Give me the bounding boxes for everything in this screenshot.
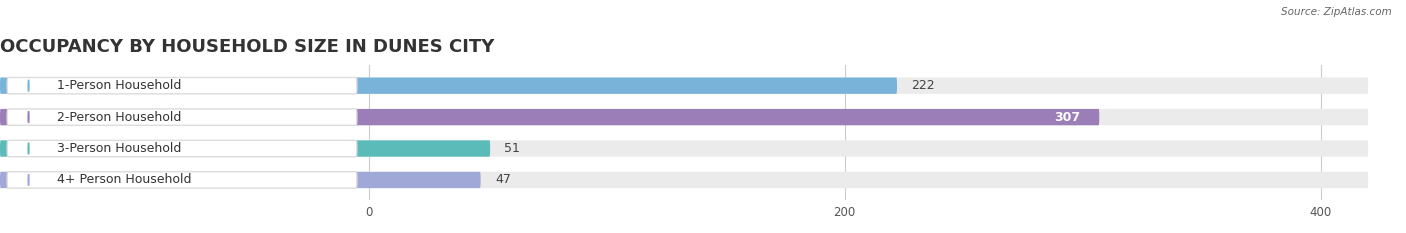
Text: 4+ Person Household: 4+ Person Household bbox=[58, 173, 191, 186]
FancyBboxPatch shape bbox=[7, 140, 357, 157]
FancyBboxPatch shape bbox=[0, 172, 481, 188]
Text: 2-Person Household: 2-Person Household bbox=[58, 111, 181, 123]
Text: 47: 47 bbox=[495, 173, 510, 186]
Text: OCCUPANCY BY HOUSEHOLD SIZE IN DUNES CITY: OCCUPANCY BY HOUSEHOLD SIZE IN DUNES CIT… bbox=[0, 38, 495, 56]
Text: Source: ZipAtlas.com: Source: ZipAtlas.com bbox=[1281, 7, 1392, 17]
Text: 222: 222 bbox=[911, 79, 935, 92]
FancyBboxPatch shape bbox=[0, 78, 1368, 94]
FancyBboxPatch shape bbox=[0, 78, 897, 94]
FancyBboxPatch shape bbox=[7, 78, 357, 94]
Text: 3-Person Household: 3-Person Household bbox=[58, 142, 181, 155]
FancyBboxPatch shape bbox=[0, 109, 1099, 125]
FancyBboxPatch shape bbox=[7, 172, 357, 188]
FancyBboxPatch shape bbox=[0, 140, 491, 157]
FancyBboxPatch shape bbox=[0, 140, 1368, 157]
Text: 51: 51 bbox=[505, 142, 520, 155]
FancyBboxPatch shape bbox=[7, 109, 357, 125]
Text: 1-Person Household: 1-Person Household bbox=[58, 79, 181, 92]
FancyBboxPatch shape bbox=[0, 172, 1368, 188]
Text: 307: 307 bbox=[1054, 111, 1080, 123]
FancyBboxPatch shape bbox=[0, 109, 1368, 125]
